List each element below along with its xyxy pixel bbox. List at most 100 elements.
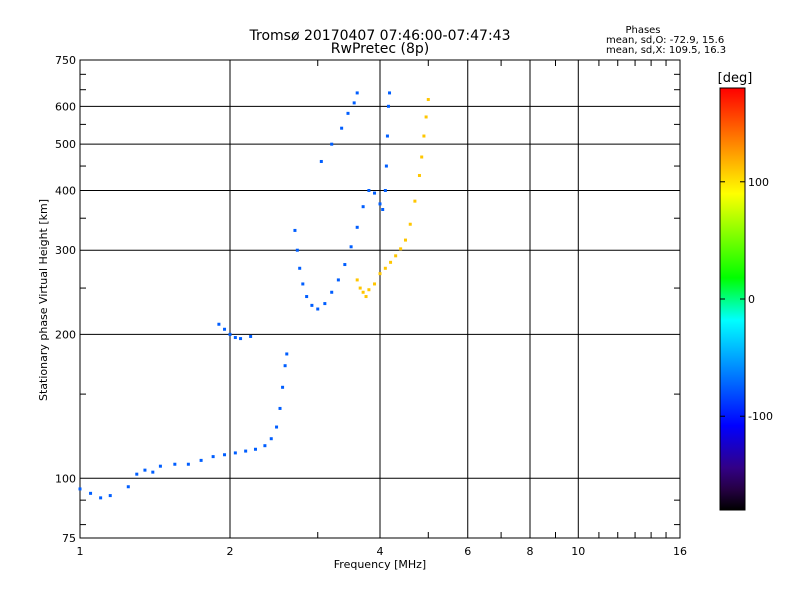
x-tick-label: 10 [571,545,585,558]
data-point [408,222,412,226]
data-point [78,487,82,491]
data-point [269,437,273,441]
data-point [355,225,359,229]
data-point [373,282,377,286]
data-point [211,455,215,459]
data-point [367,288,371,292]
data-point [330,142,334,146]
colorbar-label: [deg] [718,71,753,86]
data-point [358,286,362,290]
data-point [367,188,371,192]
data-point [361,290,365,294]
data-point [336,278,340,282]
data-point [223,453,227,457]
data-point [388,91,392,95]
data-point [249,334,253,338]
data-point [422,134,426,138]
data-point [381,208,385,212]
y-tick-label: 100 [55,472,76,485]
data-point [278,406,282,410]
data-point [239,337,243,341]
data-point [383,188,387,192]
data-point [349,245,353,249]
x-tick-label: 1 [77,545,84,558]
data-point [89,491,93,495]
data-point [233,451,237,455]
y-tick-label: 400 [55,184,76,197]
chart-subtitle: RwPretec (8p) [331,41,429,57]
data-point [228,332,232,336]
data-point [420,155,424,159]
data-point [364,295,368,299]
data-point [99,496,103,500]
data-point [417,173,421,177]
data-point [373,191,377,195]
stats-header: Phases [625,25,660,36]
data-point [158,464,162,468]
chart-title: Tromsø 20170407 07:46:00-07:47:43 [249,28,511,44]
stats-x-line: mean, sd,X: 109.5, 16.3 [606,45,726,56]
data-point [223,327,227,331]
data-point [346,111,350,115]
colorbar-tick-label: 100 [748,176,769,189]
y-axis-label: Stationary phase Virtual Height [km] [37,199,50,401]
y-tick-label: 600 [55,100,76,113]
data-point [244,449,248,453]
data-point [199,458,203,462]
data-point [310,303,314,307]
data-point [283,364,287,368]
data-point [424,115,428,119]
data-point [217,322,221,326]
data-point [143,468,147,472]
data-point [281,385,285,389]
x-tick-label: 6 [464,545,471,558]
y-tick-label: 300 [55,244,76,257]
x-tick-label: 8 [527,545,534,558]
data-point [275,425,279,429]
data-point [343,263,347,267]
x-axis-label: Frequency [MHz] [334,558,426,571]
data-point [301,282,305,286]
data-point [108,494,112,498]
data-point [293,228,297,232]
data-point [151,470,155,474]
data-point [319,159,323,163]
data-point [426,98,430,102]
y-tick-label: 200 [55,328,76,341]
data-point [352,101,356,105]
data-point [399,247,403,251]
stats-o-line: mean, sd,O: -72.9, 15.6 [606,35,724,46]
data-point [233,336,237,340]
data-point [316,307,320,311]
x-tick-label: 16 [673,545,687,558]
data-point [413,199,417,203]
data-point [330,290,334,294]
data-point [386,104,390,108]
y-tick-label: 750 [55,54,76,67]
data-point [361,205,365,209]
data-point [378,272,382,276]
data-point [394,254,398,258]
data-point [355,91,359,95]
data-point [263,444,267,448]
data-point [384,164,388,168]
data-point [340,126,344,130]
data-point [323,302,327,306]
data-point [389,260,393,264]
data-point [135,472,139,476]
x-tick-label: 4 [377,545,384,558]
data-point [295,248,299,252]
colorbar-tick-label: 0 [748,293,755,306]
data-point [253,447,257,451]
data-point [378,202,382,206]
data-point [298,266,302,270]
data-point [355,278,359,282]
colorbar-tick-label: -100 [748,410,773,423]
data-point [305,295,309,299]
y-tick-label: 500 [55,138,76,151]
data-point [383,266,387,270]
data-point [186,462,190,466]
data-point [403,238,407,242]
data-point [173,462,177,466]
